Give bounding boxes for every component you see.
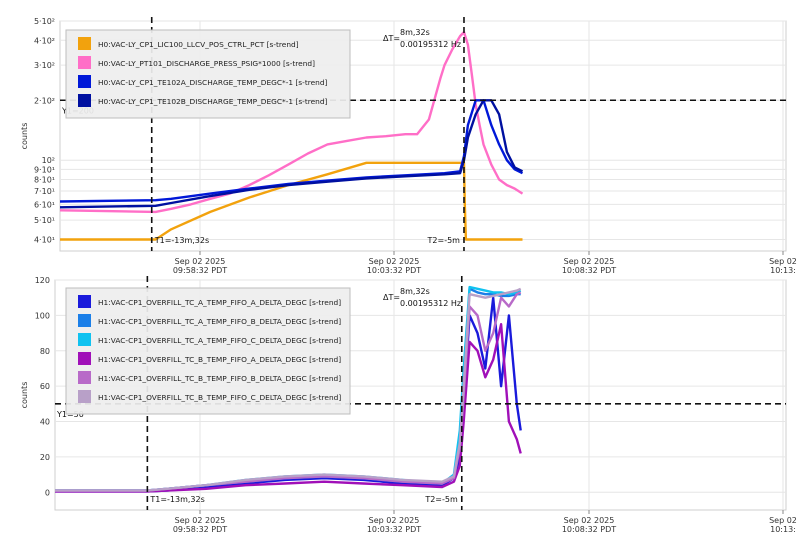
x-tick-label-time: 09:58:32 PDT	[173, 525, 227, 534]
legend-swatch-5	[78, 371, 91, 384]
x-tick-label-time: 10:13:	[770, 525, 796, 534]
y-tick-label: 80	[40, 347, 50, 356]
legend-swatch-6	[78, 390, 91, 403]
legend-swatch-1	[78, 295, 91, 308]
delta-frequency: 0.00195312 Hz	[400, 40, 461, 49]
legend-swatch-4	[78, 94, 91, 107]
legend-swatch-2	[78, 56, 91, 69]
legend-entry-6: H1:VAC-CP1_OVERFILL_TC_B_TEMP_FIFO_C_DEL…	[98, 393, 341, 402]
t1-cursor-label: T1=-13m,32s	[149, 495, 204, 504]
series-line-4	[55, 323, 522, 493]
x-tick-label-time: 10:03:32 PDT	[367, 525, 421, 534]
x-tick-label-time: 09:58:32 PDT	[173, 266, 227, 275]
y-axis-label: counts	[20, 382, 29, 409]
legend-entry-2: H1:VAC-CP1_OVERFILL_TC_A_TEMP_FIFO_B_DEL…	[98, 317, 341, 326]
t2-cursor-label: T2=-5m	[424, 495, 458, 504]
x-tick-label-date: Sep 02 2025	[564, 257, 615, 266]
legend-box	[65, 287, 351, 415]
y-tick-label: 4·10²	[34, 36, 55, 45]
legend-swatch-4	[78, 352, 91, 365]
y-tick-label: 2·10²	[34, 96, 55, 105]
y-tick-label: 3·10²	[34, 61, 55, 70]
legend-swatch-3	[78, 333, 91, 346]
legend-entry-1: H0:VAC-LY_CP1_LIC100_LLCV_POS_CTRL_PCT […	[98, 40, 299, 49]
legend-swatch-2	[78, 314, 91, 327]
delta-frequency: 0.00195312 Hz	[400, 299, 461, 308]
legend-entry-4: H1:VAC-CP1_OVERFILL_TC_B_TEMP_FIFO_A_DEL…	[98, 355, 341, 364]
delta-label: ΔT=	[383, 293, 400, 302]
x-tick-label-date: Sep 02 2025	[175, 257, 226, 266]
y-tick-label: 9·10¹	[34, 165, 55, 174]
y-tick-label: 100	[35, 311, 50, 320]
series-line-1	[60, 161, 523, 241]
y-axis-label: counts	[20, 123, 29, 150]
y-tick-label: 0	[45, 488, 50, 497]
y-tick-label: 20	[40, 453, 50, 462]
legend: H1:VAC-CP1_OVERFILL_TC_A_TEMP_FIFO_A_DEL…	[65, 287, 351, 415]
legend-swatch-3	[78, 75, 91, 88]
y-tick-label: 10²	[42, 156, 55, 165]
series-line-6	[55, 287, 522, 492]
y-tick-label: 6·10¹	[34, 200, 55, 209]
legend: H0:VAC-LY_CP1_LIC100_LLCV_POS_CTRL_PCT […	[65, 29, 351, 119]
x-tick-label-date: Sep 02 2025	[369, 257, 420, 266]
y-tick-label: 8·10¹	[34, 176, 55, 185]
legend-entry-4: H0:VAC-LY_CP1_TE102B_DISCHARGE_TEMP_DEGC…	[98, 97, 328, 106]
y-tick-label: 40	[40, 418, 50, 427]
x-tick-label-date: Sep 02	[769, 257, 797, 266]
x-tick-label-date: Sep 02 2025	[175, 516, 226, 525]
legend-entry-3: H0:VAC-LY_CP1_TE102A_DISCHARGE_TEMP_DEGC…	[98, 78, 328, 87]
legend-entry-1: H1:VAC-CP1_OVERFILL_TC_A_TEMP_FIFO_A_DEL…	[98, 298, 341, 307]
x-tick-label-date: Sep 02	[769, 516, 797, 525]
delta-label: ΔT=	[383, 34, 400, 43]
x-tick-label-time: 10:03:32 PDT	[367, 266, 421, 275]
x-tick-label-time: 10:08:32 PDT	[562, 266, 616, 275]
legend-entry-5: H1:VAC-CP1_OVERFILL_TC_B_TEMP_FIFO_B_DEL…	[98, 374, 341, 383]
legend-box	[65, 29, 351, 119]
x-tick-label-date: Sep 02 2025	[564, 516, 615, 525]
y-tick-label: 60	[40, 382, 50, 391]
x-tick-label-time: 10:08:32 PDT	[562, 525, 616, 534]
series-line-3	[59, 99, 524, 203]
delta-time: 8m,32s	[400, 28, 430, 37]
delta-time: 8m,32s	[400, 287, 430, 296]
y-tick-label: 5·10²	[34, 17, 55, 26]
t2-cursor-label: T2=-5m	[427, 236, 461, 245]
t1-cursor-label: T1=-13m,32s	[154, 236, 209, 245]
y-tick-label: 4·10¹	[34, 235, 55, 244]
y-tick-label: 5·10¹	[34, 216, 55, 225]
y-tick-label: 120	[35, 276, 50, 285]
legend-entry-3: H1:VAC-CP1_OVERFILL_TC_A_TEMP_FIFO_C_DEL…	[98, 336, 341, 345]
legend-swatch-1	[78, 37, 91, 50]
legend-entry-2: H0:VAC-LY_PT101_DISCHARGE_PRESS_PSIG*100…	[98, 59, 315, 68]
series-line-4	[59, 99, 524, 209]
x-tick-label-date: Sep 02 2025	[369, 516, 420, 525]
x-tick-label-time: 10:13:	[770, 266, 796, 275]
y-tick-label: 7·10¹	[34, 187, 55, 196]
